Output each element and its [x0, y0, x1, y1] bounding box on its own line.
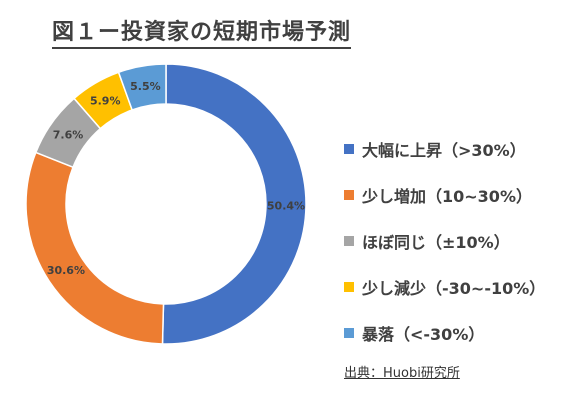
source-note: 出典：Huobi研究所	[344, 366, 460, 381]
legend-swatch	[344, 282, 354, 292]
slice-data-label: 5.9%	[90, 95, 121, 108]
legend-swatch	[344, 144, 354, 154]
legend-item: 少し増加（10~30%）	[344, 172, 545, 218]
legend-item: 大幅に上昇（>30%）	[344, 126, 545, 172]
legend-item: 暴落（<-30%）	[344, 310, 545, 356]
legend-label: 暴落（<-30%）	[362, 325, 485, 344]
legend-swatch	[344, 328, 354, 338]
legend-swatch	[344, 190, 354, 200]
legend-item: 少し減少（-30~-10%）	[344, 264, 545, 310]
legend-label: ほぼ同じ（±10%）	[362, 233, 510, 252]
slice-data-label: 7.6%	[53, 129, 84, 142]
chart-legend: 大幅に上昇（>30%） 少し増加（10~30%） ほぼ同じ（±10%） 少し減少（-3…	[344, 126, 545, 356]
legend-label: 少し増加（10~30%）	[362, 187, 532, 206]
donut-slice	[161, 63, 307, 345]
slice-data-label: 50.4%	[267, 200, 305, 213]
legend-item: ほぼ同じ（±10%）	[344, 218, 545, 264]
donut-slice	[25, 151, 165, 345]
legend-label: 大幅に上昇（>30%）	[362, 141, 526, 160]
legend-swatch	[344, 236, 354, 246]
page-title: 図１ー投資家の短期市場予測	[52, 14, 352, 49]
slice-data-label: 5.5%	[130, 80, 161, 93]
donut-slice	[117, 63, 167, 111]
slice-data-label: 30.6%	[47, 264, 85, 277]
legend-label: 少し減少（-30~-10%）	[362, 279, 546, 298]
